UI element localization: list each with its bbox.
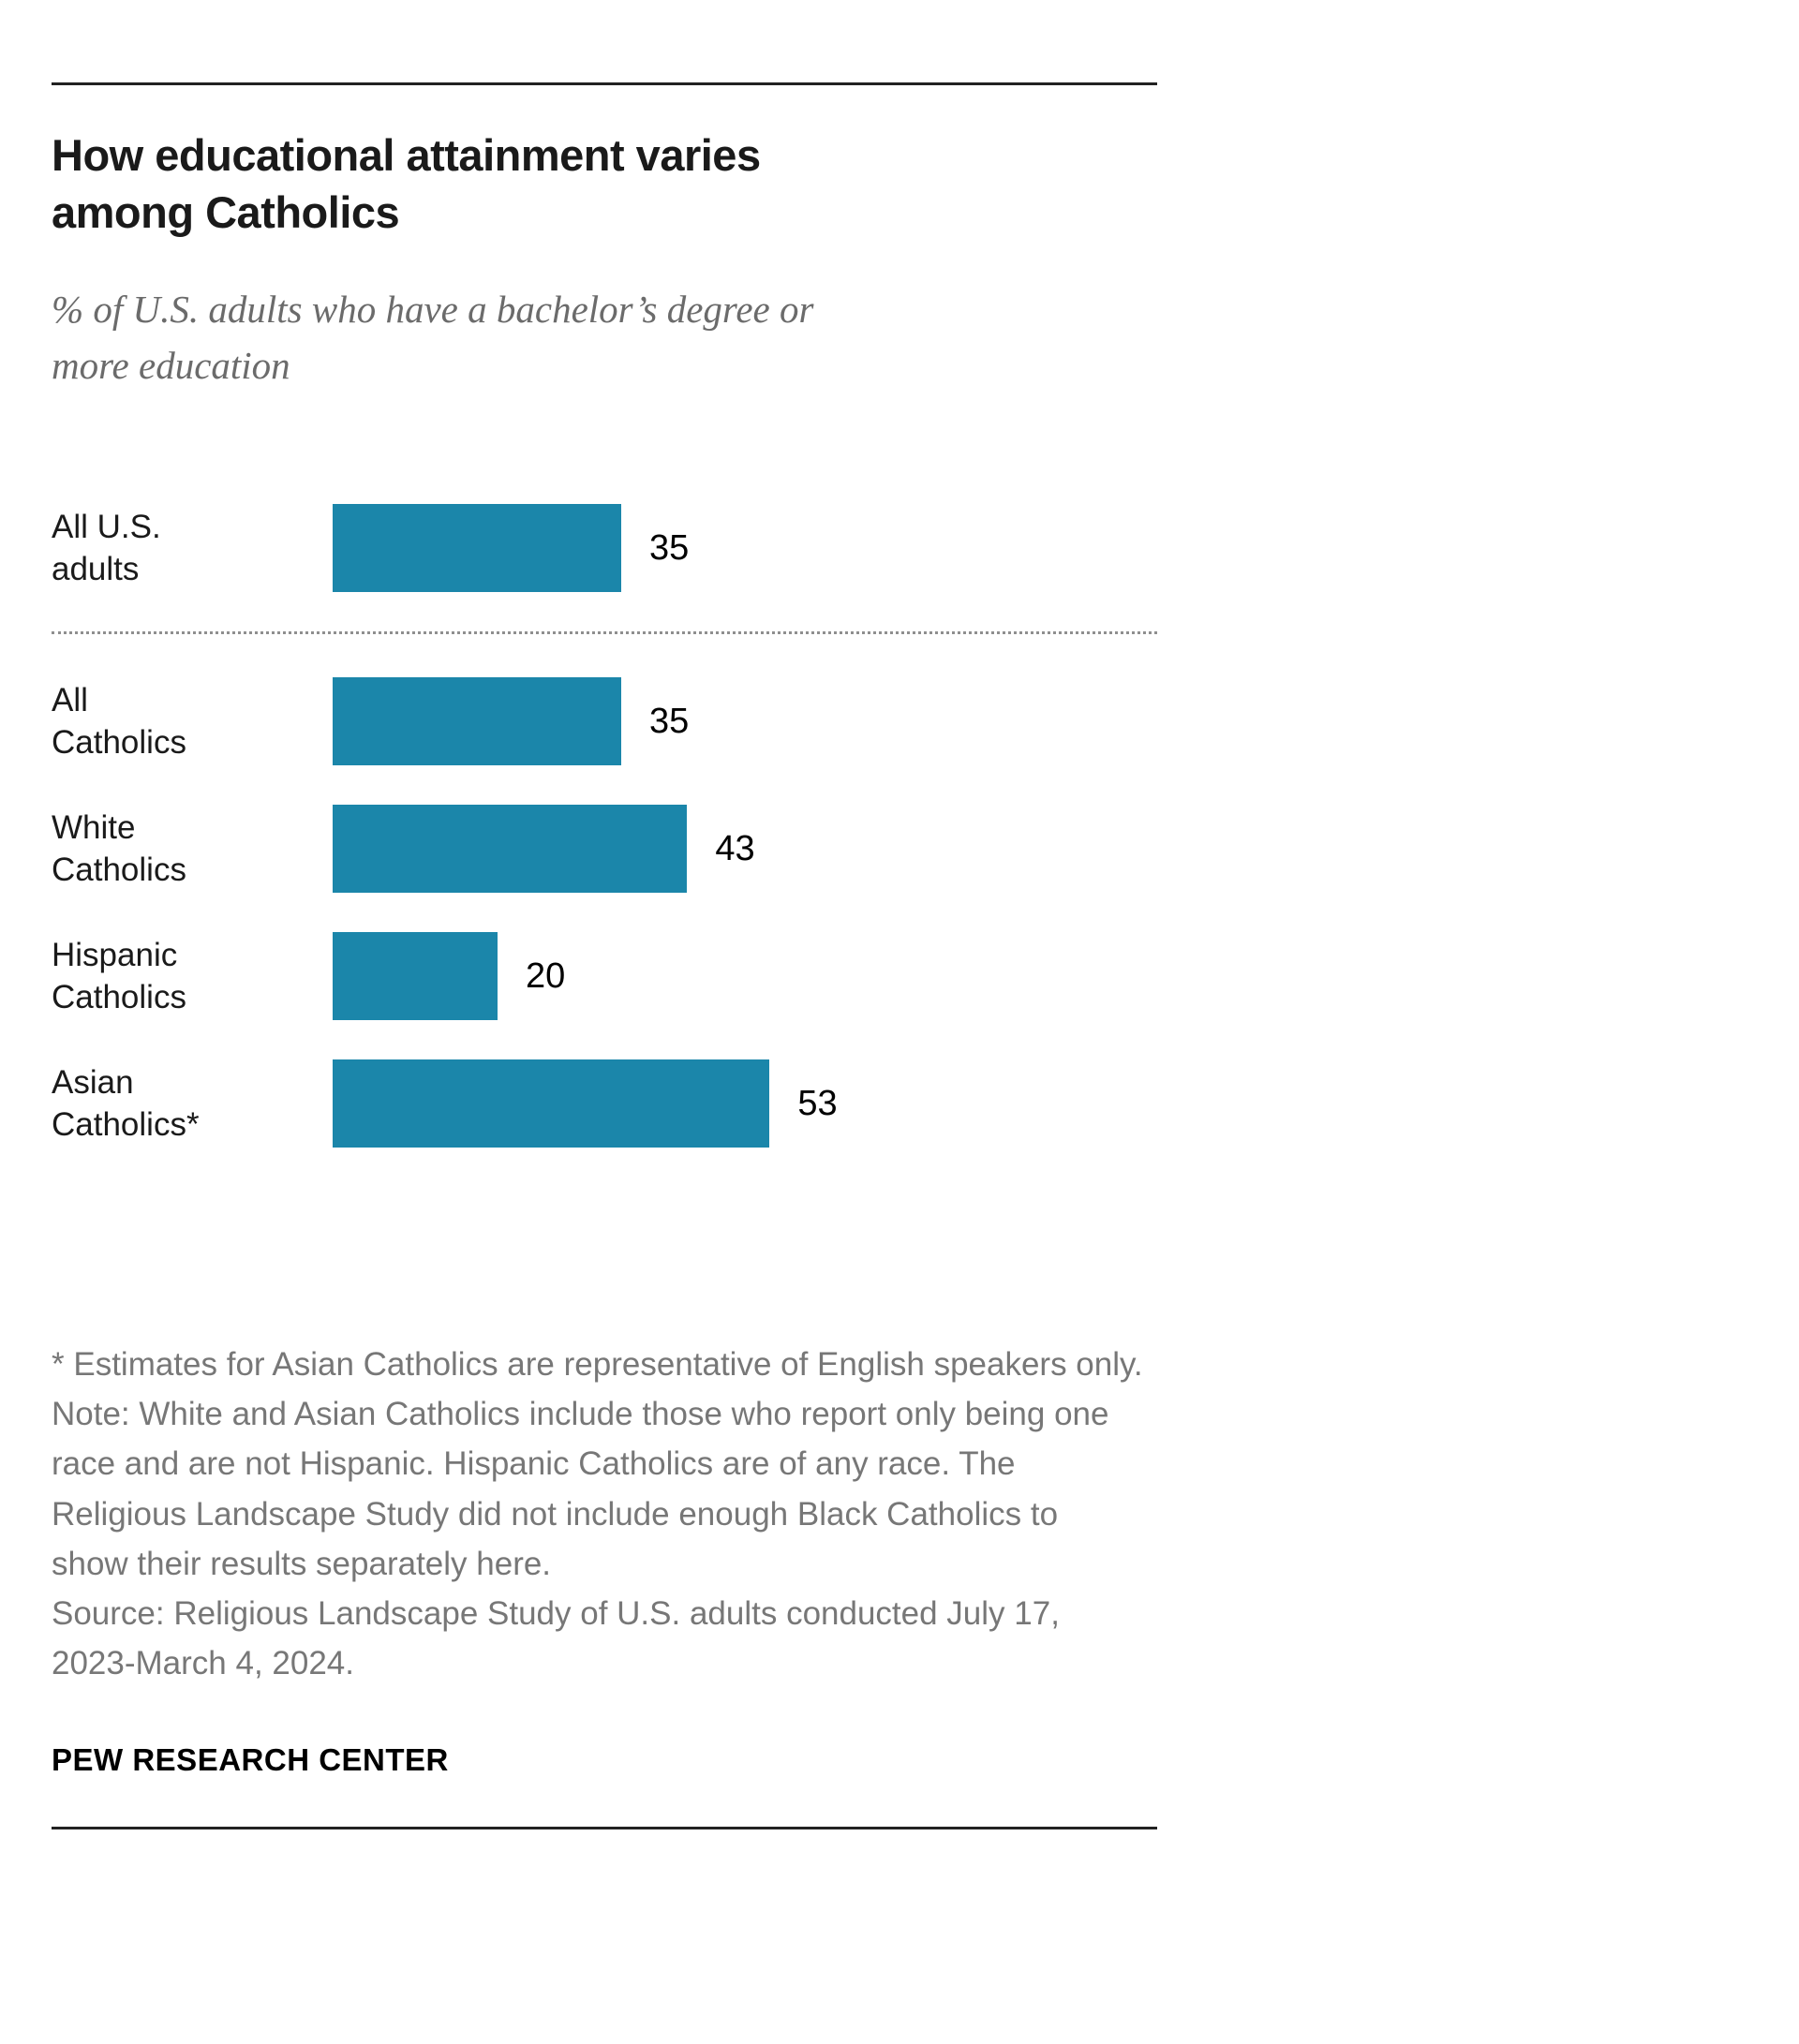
bar-chart: All U.S. adults 35 All Catholics 35 Whit… [52, 504, 1157, 1148]
category-label: All U.S. adults [52, 508, 161, 588]
bar [333, 932, 498, 1021]
bar [333, 1059, 770, 1148]
chart-row: All U.S. adults 35 [52, 504, 1157, 593]
top-rule [52, 82, 1157, 85]
chart-subtitle: % of U.S. adults who have a bachelor’s d… [52, 288, 814, 387]
footnotes: * Estimates for Asian Catholics are repr… [52, 1340, 1143, 1688]
category-label: White Catholics [52, 808, 186, 889]
category-label: All Catholics [52, 681, 186, 762]
chart-title: How educational attainment varies among … [52, 130, 761, 238]
value-label: 20 [526, 955, 566, 996]
chart-row: White Catholics 43 [52, 805, 1157, 894]
value-label: 35 [649, 701, 690, 741]
bar-area: 35 [333, 677, 1157, 766]
bar-area: 53 [333, 1059, 1157, 1148]
value-label: 35 [649, 527, 690, 568]
footnote-source: Source: Religious Landscape Study of U.S… [52, 1595, 1060, 1682]
category-label: Hispanic Catholics [52, 936, 186, 1016]
value-label: 43 [715, 828, 755, 868]
bar [333, 504, 621, 593]
footnote-asterisk: * Estimates for Asian Catholics are repr… [52, 1346, 1143, 1384]
chart-row: Asian Catholics* 53 [52, 1059, 1157, 1148]
footnote-note: Note: White and Asian Catholics include … [52, 1396, 1109, 1582]
chart-card: How educational attainment varies among … [52, 0, 1157, 1830]
bar [333, 805, 688, 894]
dotted-separator [52, 631, 1157, 635]
bar-area: 20 [333, 932, 1157, 1021]
bar-area: 43 [333, 805, 1157, 894]
brand-wordmark: PEW RESEARCH CENTER [52, 1742, 449, 1778]
chart-row: All Catholics 35 [52, 677, 1157, 766]
chart-row: Hispanic Catholics 20 [52, 932, 1157, 1021]
value-label: 53 [797, 1083, 838, 1123]
category-label: Asian Catholics* [52, 1063, 200, 1144]
bar-area: 35 [333, 504, 1157, 593]
bar [333, 677, 621, 766]
bottom-rule [52, 1827, 1157, 1830]
